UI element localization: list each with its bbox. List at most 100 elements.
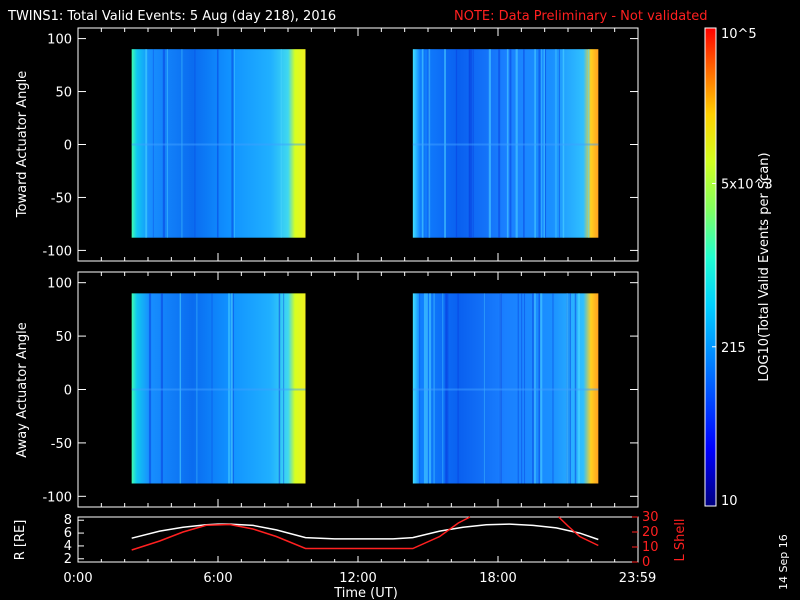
toward-striation	[421, 49, 424, 238]
toward-striation	[506, 49, 509, 238]
away-striation	[574, 293, 577, 484]
away-panel: 100 50 0 -50 -100 Away Actuator Angle	[15, 271, 639, 508]
toward-striation	[231, 49, 234, 238]
away-striation	[419, 293, 421, 484]
colorbar-tick-label: 10	[721, 494, 738, 509]
r-tick-label: 4	[64, 539, 72, 554]
time-tick-label: 0:00	[63, 571, 92, 586]
toward-striation	[498, 49, 501, 238]
r-tick-label: 2	[64, 552, 72, 567]
toward-ytick-label: -50	[51, 191, 72, 206]
toward-striation	[444, 49, 446, 238]
away-striation	[569, 293, 571, 484]
away-striation	[552, 293, 554, 484]
toward-striation	[515, 49, 518, 238]
toward-striation	[234, 49, 236, 238]
lshell-line	[558, 516, 599, 547]
toward-ytick-label: 100	[47, 33, 72, 48]
toward-striation	[428, 49, 431, 238]
toward-striation	[538, 49, 541, 238]
toward-striation	[162, 49, 165, 238]
colorbar-ticks: 10 215 5x10^3 10^5	[712, 27, 773, 509]
toward-striation	[470, 49, 473, 238]
away-striation	[521, 293, 523, 484]
toward-panel: 100 50 0 -50 -100 Toward Actuator Angle	[15, 27, 639, 262]
time-tick-label: 6:00	[203, 571, 232, 586]
toward-data-block	[412, 49, 599, 238]
toward-striation	[555, 49, 557, 238]
away-data-blocks	[131, 293, 599, 484]
toward-zero-band	[131, 143, 306, 146]
away-striation	[428, 293, 432, 484]
toward-striation	[145, 49, 148, 238]
time-axis: 0:00 6:00 12:00 18:00 23:59	[63, 556, 656, 586]
r-tick-label: 8	[64, 513, 72, 528]
away-zero-band	[412, 388, 599, 391]
colorbar: 10 215 5x10^3 10^5 LOG10(Total Valid Events…	[704, 27, 773, 509]
colorbar-tick-label: 215	[721, 341, 746, 356]
figure-title: TWINS1: Total Valid Events: 5 Aug (day 2…	[7, 9, 336, 24]
colorbar-label: LOG10(Total Valid Events per Scan)	[757, 152, 772, 381]
away-striation	[230, 293, 233, 484]
away-striation	[160, 293, 164, 484]
away-striation	[538, 293, 541, 484]
away-striation	[211, 293, 213, 484]
toward-striation	[523, 49, 525, 238]
toward-striation	[588, 49, 590, 238]
toward-striation	[544, 49, 547, 238]
away-striation	[457, 293, 459, 484]
away-ytick-label: -100	[42, 490, 72, 505]
toward-data-block	[131, 49, 306, 238]
toward-striation	[534, 49, 536, 238]
away-zero-band	[131, 388, 306, 391]
toward-zero-band	[412, 143, 599, 146]
away-striation	[179, 293, 182, 484]
away-striation	[540, 293, 543, 484]
toward-striation	[562, 49, 565, 238]
toward-striation	[455, 49, 458, 238]
toward-striation	[280, 49, 282, 238]
away-striation	[425, 293, 428, 484]
away-striation	[499, 293, 502, 484]
colorbar-tick-label: 10^5	[721, 27, 757, 42]
away-striation	[196, 293, 198, 484]
ephemeris-lines	[131, 516, 599, 551]
colorbar-gradient	[704, 27, 717, 507]
away-striation	[228, 293, 230, 484]
lshell-tick-label: 10	[642, 540, 659, 555]
toward-striation	[152, 49, 154, 238]
lshell-tick-label: 0	[642, 555, 650, 570]
away-striation	[283, 293, 285, 484]
toward-data-blocks	[131, 49, 599, 238]
r-tick-label: 6	[64, 526, 72, 541]
toward-striation	[509, 49, 512, 238]
toward-ytick-label: 50	[55, 86, 72, 101]
toward-striation	[488, 49, 491, 238]
time-tick-label: 12:00	[339, 571, 376, 586]
toward-y-axis: 100 50 0 -50 -100	[42, 28, 639, 261]
r-axis-label: R [RE]	[13, 520, 28, 561]
away-ytick-label: -50	[51, 437, 72, 452]
toward-striation	[423, 49, 425, 238]
away-ytick-label: 50	[55, 330, 72, 345]
toward-ylabel: Toward Actuator Angle	[15, 71, 30, 218]
toward-striation	[181, 49, 183, 238]
preliminary-note: NOTE: Data Preliminary - Not validated	[454, 9, 708, 24]
time-tick-label: 23:59	[619, 571, 656, 586]
toward-striation	[558, 49, 560, 238]
toward-striation	[427, 49, 429, 238]
away-striation	[442, 293, 444, 484]
colorbar-tick-label: 5x10^3	[721, 177, 773, 192]
away-ytick-label: 0	[64, 384, 72, 399]
lshell-tick-label: 30	[642, 510, 659, 525]
away-data-block	[131, 293, 306, 484]
away-striation	[423, 293, 426, 484]
toward-ytick-label: 0	[64, 139, 72, 154]
lshell-axis-label: L Shell	[673, 518, 688, 561]
away-ytick-label: 100	[47, 277, 72, 292]
away-striation	[533, 293, 536, 484]
